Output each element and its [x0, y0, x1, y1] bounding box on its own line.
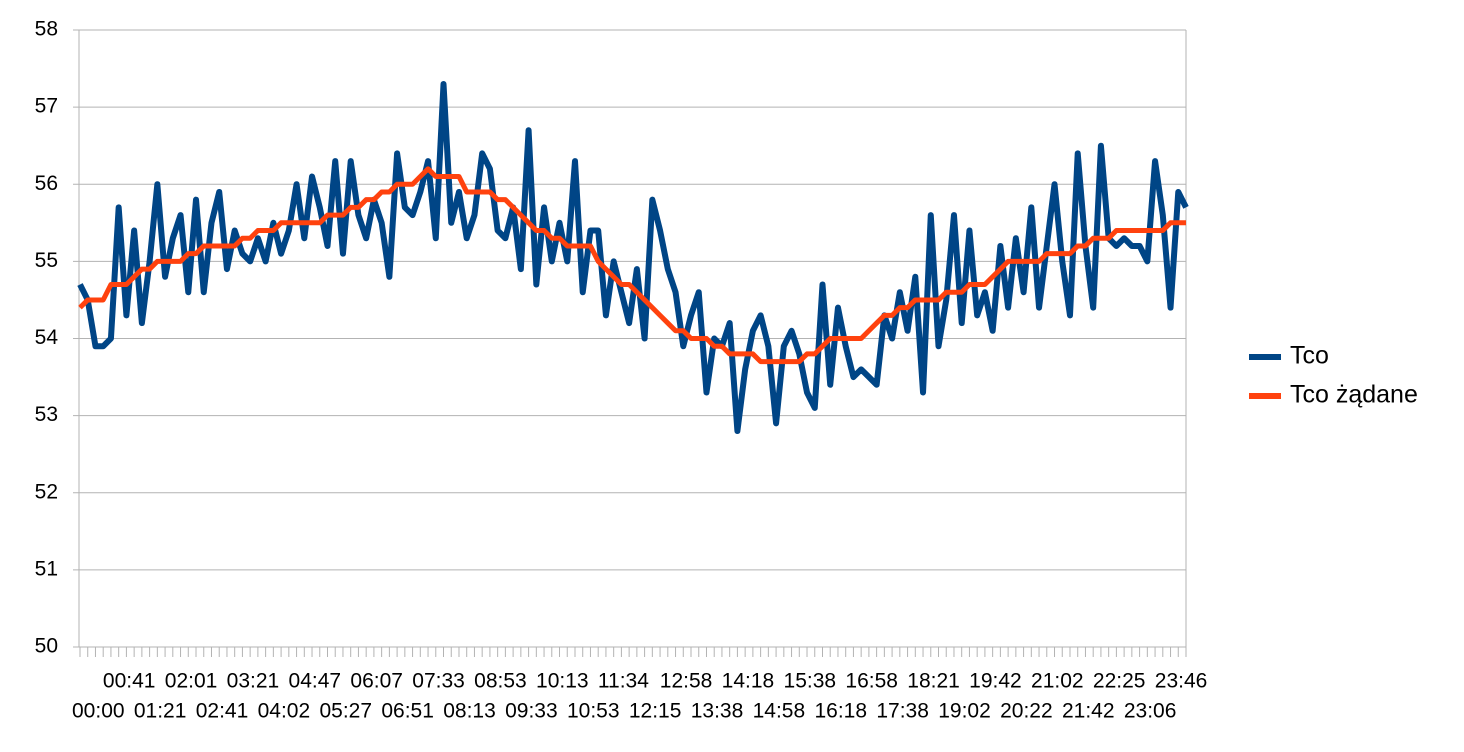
x-tick-label: 21:42 [1062, 700, 1115, 723]
x-tick-label: 06:51 [381, 700, 434, 723]
x-tick-label: 12:58 [660, 670, 713, 693]
x-tick-label: 19:02 [938, 700, 991, 723]
x-tick-label: 20:22 [1000, 700, 1053, 723]
x-tick-label: 17:38 [876, 700, 929, 723]
x-tick-label: 06:07 [350, 670, 403, 693]
x-tick-label: 13:38 [691, 700, 744, 723]
x-tick-label: 10:13 [536, 670, 589, 693]
x-tick-label: 16:58 [845, 670, 898, 693]
y-tick-label: 50 [35, 635, 58, 658]
x-tick-label: 23:06 [1124, 700, 1177, 723]
x-tick-label: 02:41 [196, 700, 249, 723]
y-tick-label: 57 [35, 95, 58, 118]
x-tick-label: 22:25 [1093, 670, 1146, 693]
x-tick-label: 10:53 [567, 700, 620, 723]
y-tick-label: 54 [35, 326, 59, 349]
x-tick-label: 14:58 [753, 700, 806, 723]
series-line [77, 80, 1189, 435]
y-tick-label: 52 [35, 480, 58, 503]
y-tick-label: 53 [35, 403, 58, 426]
x-tick-label: 05:27 [319, 700, 372, 723]
x-tick-label: 04:02 [258, 700, 311, 723]
y-tick-label: 55 [35, 249, 58, 272]
x-tick-label: 11:34 [598, 670, 649, 693]
series-line [78, 166, 1186, 365]
x-tick-label: 00:41 [103, 670, 156, 693]
y-tick-label: 51 [35, 557, 58, 580]
x-tick-label: 04:47 [289, 670, 342, 693]
x-tick-label: 08:13 [443, 700, 496, 723]
x-tick-label: 12:15 [629, 700, 682, 723]
x-tick-label: 23:46 [1155, 670, 1208, 693]
x-tick-label: 21:02 [1031, 670, 1084, 693]
x-tick-label: 15:38 [784, 670, 837, 693]
x-tick-label: 08:53 [474, 670, 527, 693]
x-tick-label: 02:01 [165, 670, 218, 693]
x-tick-label: 09:33 [505, 700, 558, 723]
y-tick-label: 58 [35, 18, 58, 41]
x-tick-label: 01:21 [134, 700, 187, 723]
x-tick-label: 00:00 [72, 700, 125, 723]
x-tick-label: 07:33 [412, 670, 465, 693]
x-tick-label: 16:18 [814, 700, 867, 723]
x-tick-label: 14:18 [722, 670, 775, 693]
x-tick-label: 19:42 [969, 670, 1022, 693]
legend-label: Tco [1290, 342, 1329, 370]
x-tick-label: 18:21 [907, 670, 960, 693]
legend-label: Tco żądane [1290, 381, 1418, 409]
y-tick-label: 56 [35, 172, 58, 195]
x-tick-label: 03:21 [227, 670, 280, 693]
